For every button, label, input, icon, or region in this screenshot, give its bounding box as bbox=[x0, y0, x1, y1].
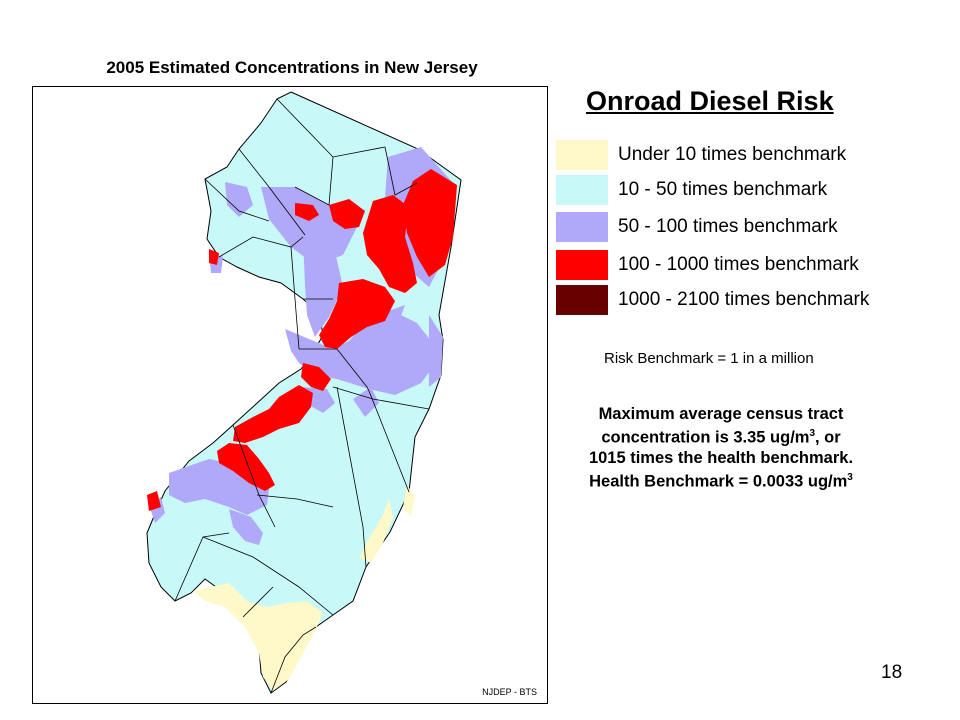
map-title: 2005 Estimated Concentrations in New Jer… bbox=[106, 58, 478, 77]
county-boundaries bbox=[174, 98, 430, 694]
legend-swatch bbox=[556, 175, 608, 205]
max-concentration-note: Maximum average census tract concentrati… bbox=[566, 404, 876, 491]
max-note-line-4: Health Benchmark = 0.0033 ug/m3 bbox=[589, 471, 853, 491]
legend-label: 10 - 50 times benchmark bbox=[618, 179, 828, 200]
zone-50-100 bbox=[149, 147, 453, 545]
legend-label: 50 - 100 times benchmark bbox=[618, 216, 838, 237]
legend-title: Onroad Diesel Risk bbox=[586, 86, 834, 116]
max-note-line-2: concentration is 3.35 ug/m3, or bbox=[601, 428, 841, 447]
max-note-line-1: Maximum average census tract bbox=[598, 405, 844, 423]
legend-swatch bbox=[556, 140, 608, 170]
benchmark-note: Risk Benchmark = 1 in a million bbox=[604, 350, 814, 367]
max-note-line-3: 1015 times the health benchmark. bbox=[588, 448, 854, 467]
map-frame: NJDEP - BTS bbox=[32, 86, 548, 704]
page-number: 18 bbox=[881, 662, 903, 683]
zone-under-10 bbox=[193, 485, 415, 691]
legend-swatch bbox=[556, 285, 608, 315]
legend-label: 1000 - 2100 times benchmark bbox=[618, 289, 870, 310]
zone-100-1000 bbox=[147, 169, 457, 511]
legend-label: Under 10 times benchmark bbox=[618, 144, 847, 165]
legend-label: 100 - 1000 times benchmark bbox=[618, 254, 859, 275]
legend-swatch bbox=[556, 250, 608, 280]
legend-swatch bbox=[556, 212, 608, 242]
map-credit: NJDEP - BTS bbox=[482, 687, 537, 697]
new-jersey-map bbox=[146, 91, 462, 694]
